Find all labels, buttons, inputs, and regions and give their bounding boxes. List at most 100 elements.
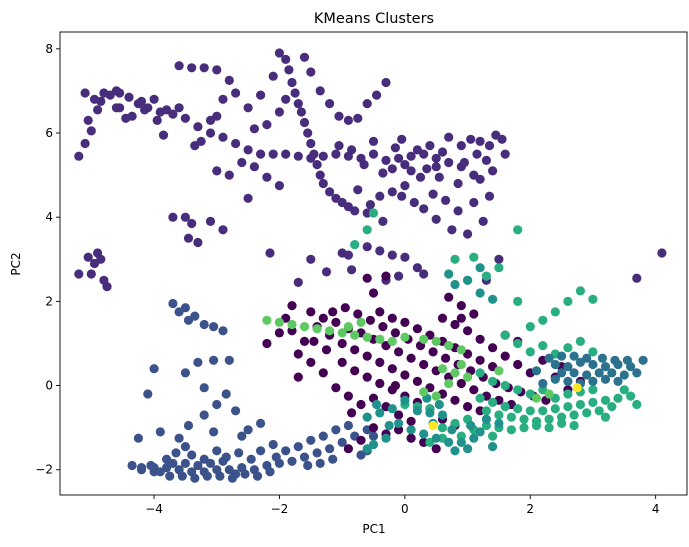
cluster-1-point [265, 248, 275, 258]
cluster-1-point [378, 168, 388, 178]
cluster-4-point [412, 406, 422, 416]
cluster-1-point [162, 105, 172, 115]
cluster-0-point [343, 444, 353, 454]
cluster-2-point [180, 368, 190, 378]
cluster-1-point [331, 149, 341, 159]
cluster-4-point [469, 433, 479, 443]
cluster-2-point [162, 454, 172, 464]
cluster-2-point [293, 442, 303, 452]
cluster-1-point [353, 113, 363, 123]
cluster-5-point [450, 254, 460, 264]
cluster-5-point [588, 397, 598, 407]
cluster-0-point [375, 307, 385, 317]
cluster-5-point [488, 376, 498, 386]
cluster-3-series [531, 351, 648, 389]
cluster-1-point [434, 172, 444, 182]
cluster-5-point [531, 420, 542, 431]
cluster-3-point [632, 368, 642, 378]
cluster-4-point [394, 418, 404, 428]
cluster-0-point [431, 444, 441, 454]
cluster-7-point [428, 420, 438, 431]
cluster-1-point [463, 229, 473, 239]
cluster-0-point [274, 328, 284, 338]
cluster-0-point [350, 366, 360, 376]
cluster-4-point [481, 414, 491, 424]
cluster-1-point [218, 225, 228, 235]
cluster-4-point [475, 288, 485, 298]
cluster-1-point [318, 178, 328, 189]
cluster-0-point [375, 378, 385, 389]
cluster-6-point [287, 319, 297, 330]
cluster-2-point [143, 389, 153, 399]
cluster-0-point [390, 381, 400, 391]
cluster-1-point [444, 157, 454, 168]
cluster-1-series [74, 48, 667, 292]
cluster-1-point [400, 160, 410, 170]
cluster-4-point [447, 425, 457, 435]
cluster-1-point [425, 141, 435, 151]
cluster-2-point [246, 454, 256, 464]
cluster-4-point [444, 437, 454, 447]
cluster-0-point [362, 273, 372, 283]
cluster-3-point [588, 359, 598, 370]
cluster-2-point [199, 454, 209, 464]
cluster-1-point [368, 149, 379, 159]
cluster-0-point [394, 347, 404, 357]
cluster-3-point [600, 374, 611, 384]
cluster-1-point [299, 117, 310, 128]
cluster-0-point [437, 313, 448, 323]
cluster-1-point [494, 254, 504, 264]
cluster-5-point [563, 389, 573, 399]
cluster-1-point [400, 181, 410, 191]
cluster-2-point [312, 448, 322, 458]
cluster-1-point [412, 145, 422, 155]
y-tick-label: −2 [35, 463, 53, 477]
cluster-1-point [437, 147, 448, 157]
cluster-6-point [343, 322, 353, 332]
cluster-1-point [431, 162, 441, 172]
cluster-6-series [262, 315, 554, 403]
cluster-6-point [312, 324, 322, 334]
cluster-3-point [613, 376, 623, 386]
cluster-1-point [406, 151, 416, 161]
cluster-6-point [375, 334, 385, 344]
cluster-1-point [124, 92, 134, 102]
cluster-1-point [231, 138, 241, 149]
cluster-6-point [544, 389, 554, 399]
cluster-2-point [325, 444, 335, 454]
cluster-1-point [93, 105, 103, 115]
cluster-2-point [165, 471, 175, 481]
cluster-5-point [494, 263, 504, 273]
cluster-1-point [205, 115, 216, 125]
cluster-0-point [340, 303, 350, 313]
cluster-1-point [397, 191, 407, 201]
cluster-1-point [400, 252, 410, 262]
cluster-5-point [588, 347, 598, 357]
cluster-2-point [199, 383, 209, 393]
cluster-5-point [362, 225, 372, 235]
cluster-3-point [582, 353, 592, 363]
cluster-0-point [353, 309, 363, 319]
cluster-1-point [256, 149, 266, 159]
cluster-0-point [456, 313, 466, 323]
cluster-1-point [293, 151, 303, 161]
cluster-3-point [607, 368, 617, 378]
cluster-2-point [268, 439, 278, 450]
cluster-0-point [406, 416, 416, 426]
cluster-5-point [513, 385, 523, 395]
cluster-1-point [321, 267, 332, 277]
cluster-5-point [582, 408, 592, 418]
cluster-4-point [444, 269, 454, 279]
cluster-0-point [309, 336, 319, 346]
cluster-2-point [174, 433, 184, 443]
cluster-1-point [303, 128, 313, 138]
cluster-1-point [74, 269, 84, 279]
cluster-1-point [412, 263, 422, 273]
cluster-1-point [334, 141, 344, 151]
cluster-5-point [557, 412, 567, 422]
cluster-3-point [569, 351, 579, 361]
cluster-2-point [155, 427, 165, 437]
cluster-5-point [456, 431, 466, 441]
cluster-1-point [262, 172, 272, 182]
